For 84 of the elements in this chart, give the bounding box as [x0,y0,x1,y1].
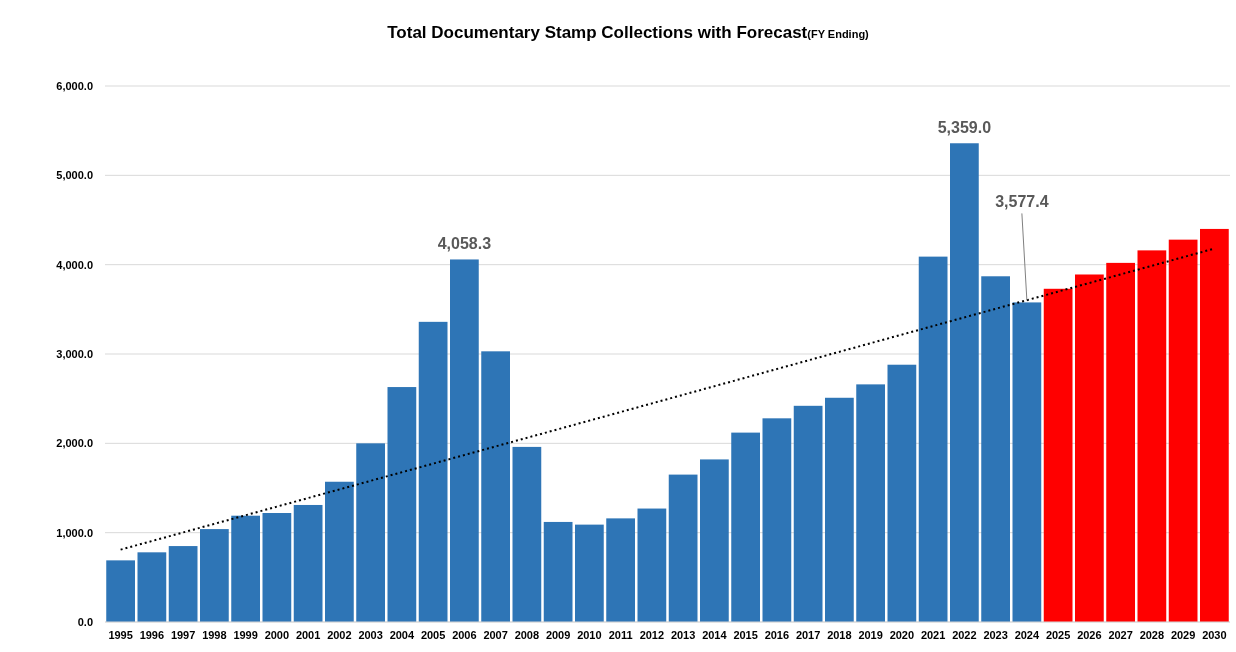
x-tick-label: 2006 [452,629,477,641]
bar [262,513,292,622]
y-tick-label: 2,000.0 [56,437,93,450]
data-label: 3,577.4 [995,193,1049,211]
y-tick-label: 4,000.0 [56,258,93,271]
x-tick-label: 2026 [1077,629,1102,641]
bar [793,405,823,622]
bar [293,504,323,622]
x-tick-label: 1997 [170,629,196,641]
bar [1012,302,1042,622]
x-tick-label: 2024 [1014,629,1040,641]
x-tick-label: 2029 [1170,629,1196,641]
x-tick-label: 2017 [795,629,821,641]
bar [1137,250,1167,622]
x-tick-label: 2002 [327,629,352,641]
bar [700,459,729,622]
bar [637,508,667,622]
x-tick-label: 2022 [952,629,977,641]
x-tick-label: 2012 [639,629,665,641]
bar [418,321,448,622]
x-tick-label: 2016 [764,629,790,641]
x-tick-label: 2028 [1139,629,1165,641]
x-tick-label: 1995 [108,629,133,641]
bar [856,384,885,622]
bar [1075,274,1104,622]
bar [1106,262,1135,622]
x-tick-label: 2023 [983,629,1008,641]
bar [325,481,354,622]
bar [137,552,167,622]
data-label: 5,359.0 [937,119,992,137]
bar [200,529,229,622]
x-tick-label: 2025 [1045,629,1071,641]
bar [1043,288,1073,622]
x-tick-label: 2021 [920,629,946,641]
x-tick-label: 2010 [577,629,602,641]
x-tick-label: 2001 [295,629,321,641]
bar [918,256,948,622]
bar [950,143,979,622]
bar [981,276,1010,622]
x-tick-label: 2030 [1202,629,1227,641]
bar [106,560,135,622]
bar [762,418,792,622]
x-tick-label: 1996 [139,629,165,641]
bar [450,259,479,622]
x-tick-label: 1998 [202,629,227,641]
x-tick-label: 2027 [1108,629,1133,641]
x-tick-label: 2015 [733,629,758,641]
bar [387,387,417,622]
bar [606,518,635,622]
bar [668,474,698,622]
x-tick-label: 2005 [420,629,446,641]
x-tick-label: 2007 [483,629,508,641]
x-tick-label: 2009 [545,629,571,641]
x-tick-label: 2003 [358,629,383,641]
chart-title: Total Documentary Stamp Collections with Forecast [387,23,808,42]
x-tick-label: 2008 [514,629,540,641]
bar [481,351,510,622]
x-tick-label: 2020 [889,629,915,641]
x-tick-label: 2004 [389,629,415,641]
data-label: 4,058.3 [437,235,492,253]
y-tick-label: 0.0 [77,615,93,628]
bar [1200,228,1229,622]
x-tick-label: 2013 [670,629,696,641]
x-tick-label: 2011 [608,629,633,641]
bar [356,443,385,622]
bar [1168,239,1198,622]
y-tick-label: 6,000.0 [56,79,93,92]
x-tick-label: 1999 [233,629,258,641]
y-tick-label: 5,000.0 [56,169,93,182]
bar [543,521,573,622]
x-tick-label: 2019 [858,629,883,641]
bar [575,524,604,622]
bar [731,432,760,622]
x-tick-label: 2018 [827,629,852,641]
bar [825,397,854,622]
x-tick-label: 2014 [702,629,728,641]
bar [168,546,198,622]
x-tick-label: 2000 [264,629,290,641]
y-tick-label: 3,000.0 [56,347,93,360]
chart-subtitle: (FY Ending) [807,28,870,40]
y-tick-label: 1,000.0 [56,526,93,539]
bar [231,515,260,622]
bar [512,446,542,622]
bar [887,364,917,622]
